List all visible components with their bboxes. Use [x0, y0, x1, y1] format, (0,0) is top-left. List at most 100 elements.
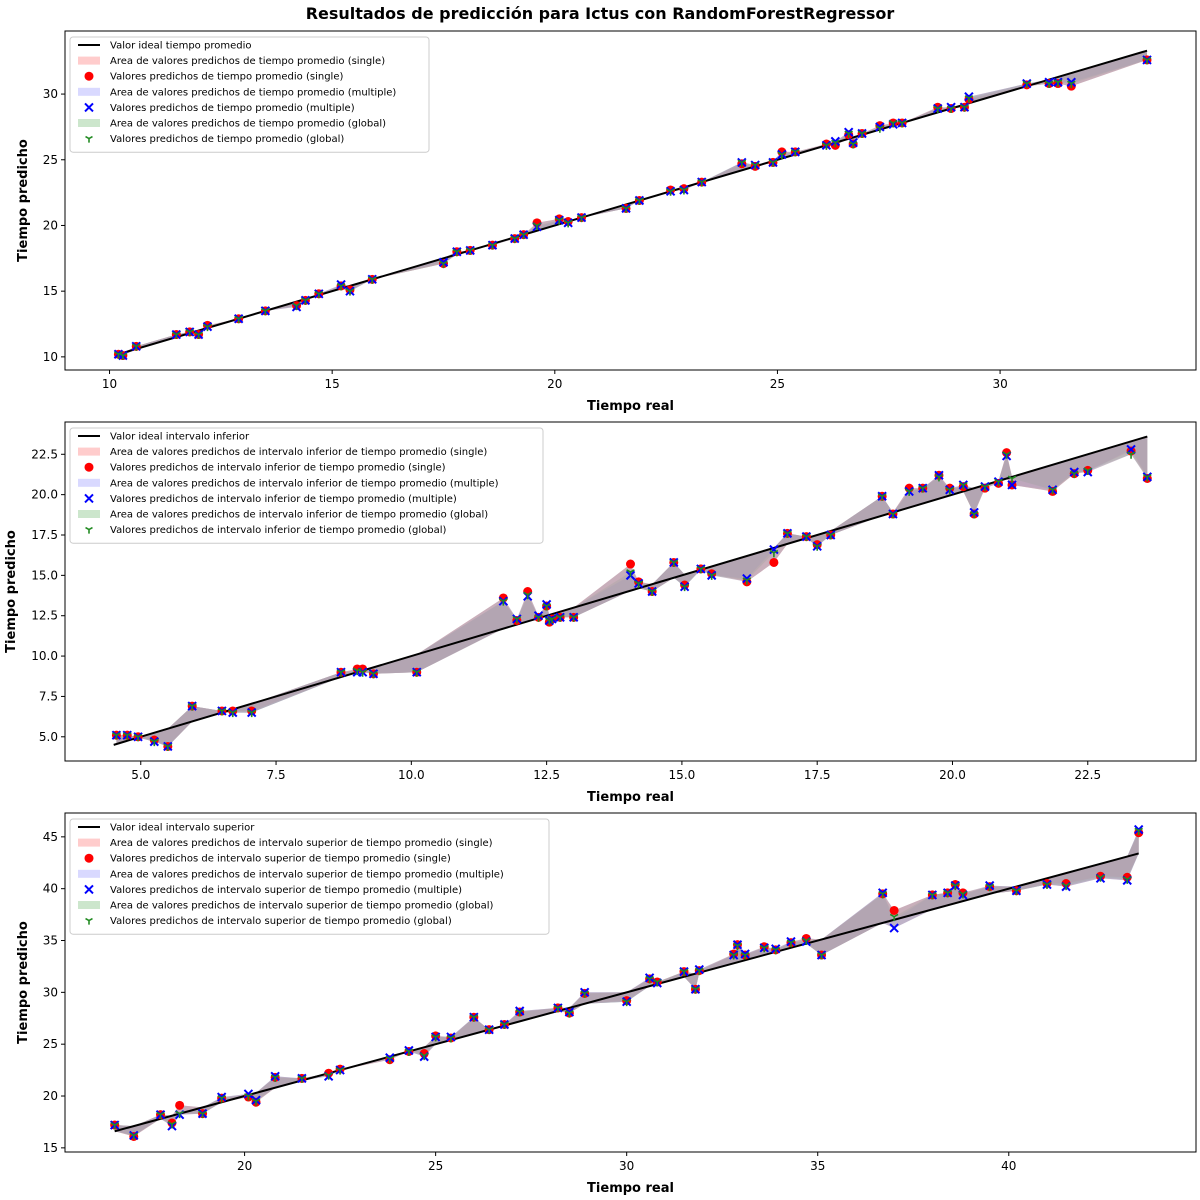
point-global — [958, 482, 968, 490]
point-global — [950, 882, 960, 891]
y-tick-label: 12.5 — [31, 609, 58, 623]
legend-handle-band — [78, 510, 100, 518]
point-global — [488, 242, 497, 250]
point-global — [1053, 79, 1063, 87]
point-global — [270, 1074, 280, 1082]
y-tick-label: 40 — [43, 882, 58, 896]
point-multiple — [514, 1006, 525, 1016]
legend-handle-band — [78, 901, 100, 909]
point-multiple — [830, 136, 841, 147]
point-global — [122, 732, 132, 740]
y-tick-label: 10 — [43, 350, 58, 364]
point-global — [542, 603, 551, 611]
point-global — [175, 1110, 184, 1119]
point-global — [251, 1098, 261, 1106]
point-global — [519, 231, 528, 240]
point-single — [945, 483, 955, 493]
legend-handle-band — [78, 838, 100, 847]
point-global — [185, 328, 194, 337]
point-multiple — [1066, 77, 1077, 87]
point-global — [1122, 876, 1132, 884]
point-global — [358, 669, 367, 677]
point-global — [439, 260, 448, 269]
point-multiple — [1044, 77, 1054, 87]
y-tick-label: 25 — [43, 153, 58, 167]
point-global — [203, 323, 212, 332]
y-tick-label: 7.5 — [39, 689, 58, 703]
point-global — [844, 130, 853, 138]
x-tick-label: 30 — [619, 1159, 634, 1173]
ideal-line — [114, 852, 1139, 1133]
y-axis-label: Tiempo predicho — [16, 139, 31, 262]
legend-handle-band — [78, 447, 100, 456]
point-global — [1048, 486, 1057, 495]
point-global — [555, 614, 565, 622]
y-tick-label: 30 — [43, 87, 58, 101]
x-tick-label: 7.5 — [267, 768, 286, 782]
x-tick-label: 20.0 — [939, 768, 966, 782]
subplots: 10 15 20 25 30 10 15 20 25 30 Tiempo real Tiempo pr… — [4, 30, 1197, 1196]
point-global — [889, 913, 899, 922]
point-global — [369, 670, 378, 679]
point-global — [812, 543, 822, 551]
point-global — [580, 990, 589, 998]
point-global — [783, 530, 792, 538]
point-global — [994, 478, 1003, 487]
point-multiple — [769, 544, 779, 555]
point-global — [335, 1067, 345, 1075]
legend-label: Valor ideal tiempo promedio — [110, 41, 251, 52]
point-multiple — [770, 944, 781, 954]
point-single — [680, 580, 690, 590]
point-global — [172, 331, 181, 340]
point-single — [812, 540, 822, 550]
axes-frame — [64, 30, 1197, 371]
legend-label: Valor ideal intervalo superior — [110, 823, 255, 834]
legend-handle-global — [85, 135, 93, 143]
point-global — [652, 979, 662, 987]
y-tick-label: 25 — [43, 1037, 58, 1051]
point-global — [822, 142, 831, 150]
point-global — [553, 1004, 563, 1013]
point-global — [131, 343, 141, 351]
y-tick-label: 15 — [43, 1141, 58, 1155]
point-global — [563, 219, 573, 228]
point-global — [324, 1072, 333, 1080]
x-tick-label: 10.0 — [398, 768, 425, 782]
point-global — [577, 214, 586, 223]
ideal-line — [118, 49, 1148, 356]
point-multiple — [579, 987, 590, 998]
point-global — [499, 598, 508, 606]
point-multiple — [786, 936, 796, 947]
point-multiple — [964, 91, 974, 102]
y-tick-label: 15.0 — [31, 568, 58, 582]
y-tick-label: 15 — [43, 284, 58, 298]
point-global — [826, 532, 836, 540]
legend-label: Area de valores predichos de intervalo s… — [110, 901, 494, 912]
point-single — [228, 706, 238, 716]
point-global — [167, 1121, 177, 1129]
point-multiple — [446, 1032, 456, 1042]
point-global — [771, 946, 781, 955]
point-global — [512, 615, 522, 624]
point-global — [759, 944, 769, 953]
legend-label: Valores predichos de intervalo superior … — [110, 854, 451, 865]
axes-frame — [64, 421, 1197, 762]
x-axis-label: Tiempo real — [587, 790, 674, 805]
point-global — [419, 1052, 429, 1061]
point-global — [1012, 887, 1021, 896]
point-global — [149, 738, 159, 747]
x-tick-label: 20 — [547, 377, 562, 391]
point-single — [889, 905, 899, 915]
point-multiple — [533, 611, 544, 621]
point-global — [626, 569, 635, 577]
point-global — [163, 743, 173, 751]
point-global — [696, 565, 706, 574]
x-tick-label: 20 — [237, 1159, 252, 1173]
point-multiple — [336, 279, 346, 290]
point-global — [817, 952, 826, 960]
point-global — [697, 179, 707, 187]
point-multiple — [438, 257, 449, 267]
point-global — [737, 159, 747, 167]
point-global — [1007, 475, 1017, 483]
